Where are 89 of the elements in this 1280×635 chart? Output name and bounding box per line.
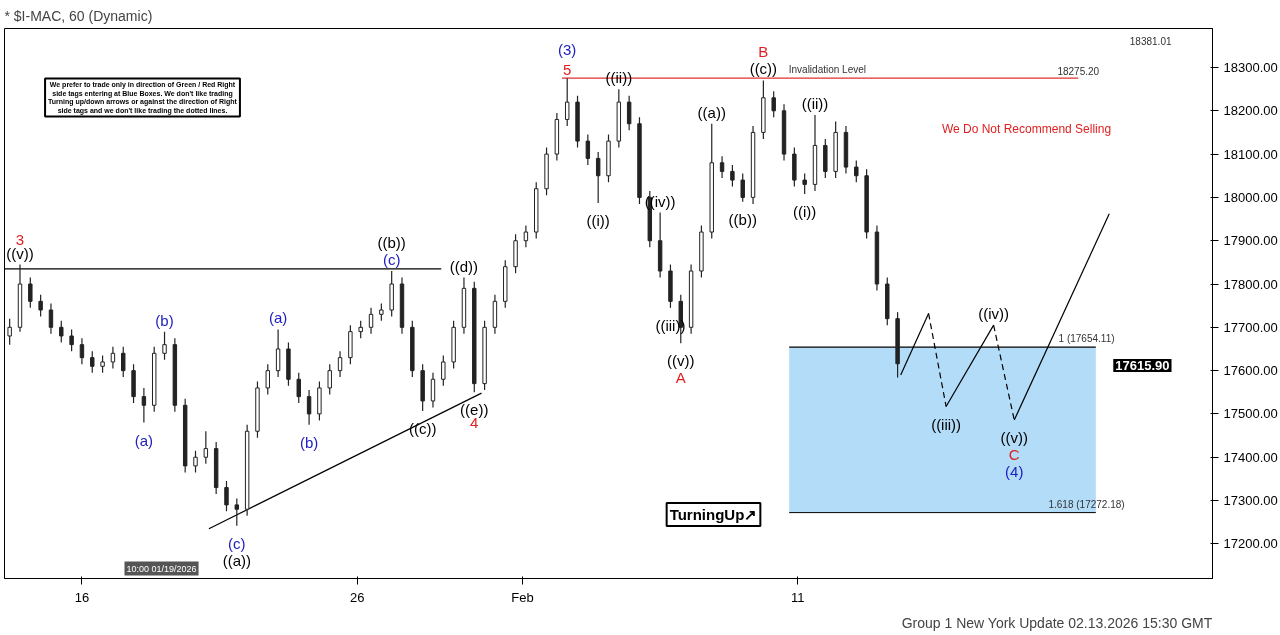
annotation: ((c)) [749, 60, 778, 78]
annotation: 18381.01 [1129, 35, 1172, 47]
annotation: ((v)) [667, 352, 695, 370]
annotation: ((c)) [408, 419, 437, 437]
y-tick-label: 17400.00 [1223, 449, 1278, 465]
candlestick [110, 346, 116, 370]
candlestick [585, 134, 591, 166]
y-tick-label: 17300.00 [1223, 493, 1278, 509]
annotation: (c) [382, 251, 401, 269]
candlestick [771, 90, 776, 118]
candlestick [327, 363, 332, 396]
y-tick-label: 18200.00 [1223, 103, 1278, 119]
x-tick-label: 11 [791, 589, 805, 605]
candlestick [141, 387, 147, 424]
x-tick-label: 26 [350, 589, 365, 605]
candlestick [740, 172, 745, 203]
candlestick [564, 77, 570, 127]
candlestick [626, 95, 632, 131]
annotation: ((i)) [586, 212, 610, 230]
y-tick-label: 17600.00 [1223, 363, 1278, 379]
annotation: Invalidation Level [788, 64, 867, 76]
candlestick [69, 328, 74, 352]
candlestick [441, 354, 446, 387]
annotation: ((a)) [697, 103, 726, 121]
candlestick [595, 151, 601, 204]
annotation: ((v)) [1000, 429, 1029, 446]
text: Group 1 New York Update 02.13.2026 15:30 GMT [901, 614, 1213, 631]
candlestick [802, 172, 807, 195]
candlestick [234, 497, 240, 527]
candlestick [48, 302, 54, 335]
annotation: 1 (17654.11) [1058, 333, 1115, 345]
annotation: C [1008, 446, 1020, 463]
y-tick-label: 17800.00 [1223, 276, 1278, 292]
annotation: 10:00 01/19/2026 [126, 563, 197, 574]
annotation: 18275.20 [1057, 66, 1100, 78]
candlestick [275, 328, 281, 378]
candlestick [28, 276, 33, 309]
annotation: ((i)) [793, 202, 817, 220]
candlestick [224, 480, 229, 512]
y-tick-label: 18000.00 [1223, 189, 1278, 205]
annotation: 5 [563, 61, 572, 79]
x-tick-label: 16 [74, 589, 90, 605]
annotation: 17615.90 [1115, 358, 1170, 373]
annotation: ((a)) [222, 551, 251, 569]
annotation: (c) [228, 534, 246, 552]
candlestick [265, 363, 270, 396]
candlestick [368, 307, 374, 335]
annotation: We Do Not Recommend Selling [941, 121, 1112, 136]
candlestick [719, 155, 725, 179]
candlestick [193, 450, 198, 473]
candlestick [121, 346, 126, 378]
annotation: ((iii)) [931, 415, 962, 433]
annotation: (a) [268, 309, 288, 327]
annotation: (b) [155, 311, 174, 329]
annotation: (a) [134, 431, 154, 449]
candlestick [523, 224, 529, 248]
annotation: ((b)) [377, 234, 406, 252]
candlestick [296, 372, 301, 404]
candlestick [7, 318, 12, 346]
candlestick [854, 159, 859, 183]
annotation: (4) [1005, 463, 1024, 480]
candlestick [38, 294, 43, 318]
annotation: 1.618 (17272.18) [1048, 498, 1125, 510]
y-tick-label: 17700.00 [1223, 319, 1278, 335]
y-tick-label: 18300.00 [1223, 59, 1278, 75]
y-tick-label: 18100.00 [1223, 146, 1278, 162]
candlestick [306, 389, 312, 426]
y-tick-label: 17500.00 [1223, 406, 1278, 422]
y-tick-label: 17900.00 [1223, 233, 1278, 249]
annotation: (b) [299, 433, 319, 451]
candlestick [730, 164, 735, 188]
annotation: ((b)) [728, 210, 757, 228]
chart-title: * $I-MAC, 60 (Dynamic) [4, 7, 153, 24]
y-tick-label: 17200.00 [1223, 536, 1278, 552]
candlestick [430, 372, 436, 409]
candlestick [203, 430, 209, 465]
annotation: (3) [558, 41, 577, 59]
candlestick [79, 337, 85, 365]
annotation: ((ii)) [801, 95, 829, 113]
candlestick [59, 320, 64, 344]
annotation: TurningUp↗ [669, 506, 758, 523]
annotation: ((iv)) [978, 305, 1010, 323]
candlestick [337, 350, 343, 378]
annotation: B [758, 43, 769, 61]
annotation: A [675, 369, 686, 387]
candlestick [90, 350, 95, 374]
x-tick-label: Feb [511, 589, 534, 605]
annotation: ((d)) [449, 257, 479, 275]
candlestick [162, 331, 167, 361]
